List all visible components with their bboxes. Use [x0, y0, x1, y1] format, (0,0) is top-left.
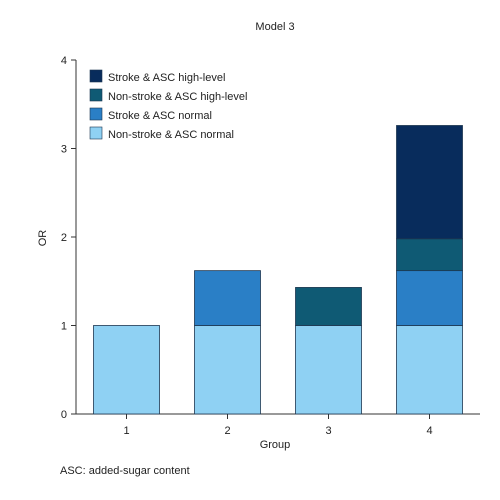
x-tick-label: 1: [123, 425, 129, 437]
x-ticks: 1 2 3 4: [123, 414, 433, 437]
x-tick-label: 2: [224, 425, 230, 437]
legend-swatch: [89, 126, 103, 140]
bar-segment: [93, 325, 160, 415]
bar-segment: [295, 325, 362, 415]
bar-segment: [396, 125, 463, 240]
bar-segment: [295, 287, 362, 326]
legend: Stroke & ASC high-level Non-stroke & ASC …: [89, 69, 247, 141]
bars: [93, 125, 463, 415]
legend-swatch: [89, 69, 103, 83]
y-tick-label: 3: [61, 144, 67, 156]
legend-label: Non-stroke & ASC normal: [108, 129, 234, 141]
y-axis-label: OR: [37, 230, 49, 247]
legend-swatch: [89, 107, 103, 121]
legend-label: Stroke & ASC normal: [108, 110, 212, 122]
y-ticks: 0 1 2 3 4: [61, 55, 76, 421]
x-tick-label: 3: [325, 425, 331, 437]
legend-label: Stroke & ASC high-level: [108, 72, 225, 84]
bar-segment: [396, 325, 463, 415]
legend-swatch: [89, 88, 103, 102]
bar-segment: [396, 270, 463, 326]
bar-segment: [194, 270, 261, 326]
y-tick-label: 1: [61, 321, 67, 333]
bar-segment: [194, 325, 261, 415]
plot-area: 0 1 2 3 4 1 2 3 4: [61, 55, 480, 437]
chart-title: Model 3: [255, 21, 294, 33]
bar-segment: [396, 238, 463, 272]
y-tick-label: 4: [61, 55, 67, 67]
y-tick-label: 2: [61, 232, 67, 244]
legend-label: Non-stroke & ASC high-level: [108, 91, 247, 103]
y-tick-label: 0: [61, 409, 67, 421]
x-tick-label: 4: [426, 425, 432, 437]
footnote: ASC: added-sugar content: [60, 465, 190, 477]
x-axis-label: Group: [260, 439, 291, 451]
